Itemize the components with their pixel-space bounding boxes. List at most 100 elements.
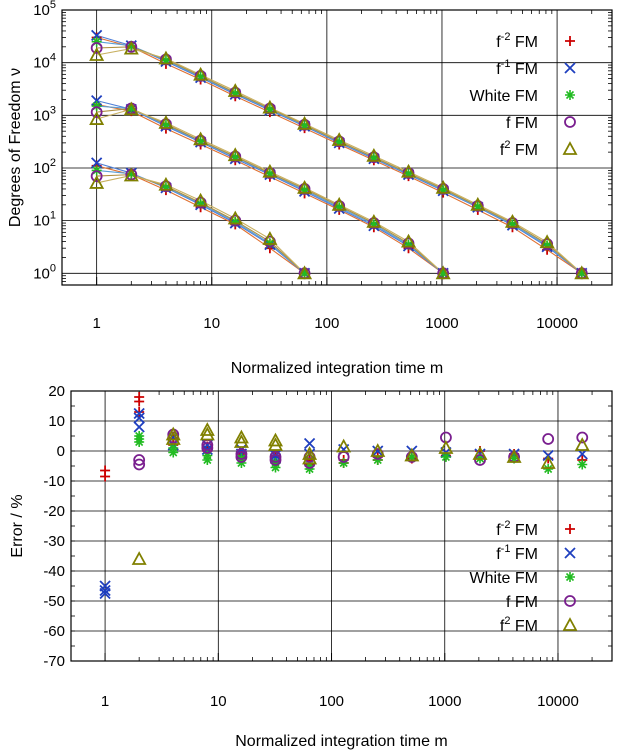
data-point xyxy=(435,265,451,280)
data-point xyxy=(372,445,384,457)
data-point xyxy=(195,71,206,82)
data-point xyxy=(267,437,284,451)
data-point xyxy=(91,101,102,112)
data-point xyxy=(372,455,383,465)
data-point xyxy=(160,53,172,66)
legend-label: f-2 FM xyxy=(496,519,538,539)
data-point xyxy=(404,447,420,462)
legend-label: f-1 FM xyxy=(496,543,538,563)
data-point xyxy=(193,131,209,146)
data-point xyxy=(438,185,449,196)
data-point xyxy=(99,587,111,600)
data-point xyxy=(403,168,414,179)
data-point xyxy=(540,455,556,469)
series-line xyxy=(96,36,583,274)
series-line xyxy=(96,162,305,274)
legend-marker xyxy=(562,617,578,631)
legend-label: f FM xyxy=(506,115,538,132)
x-tick-label: 100 xyxy=(319,693,344,710)
data-point xyxy=(299,120,310,131)
minor-ticks xyxy=(62,10,612,286)
x-tick-label: 1 xyxy=(92,315,100,332)
y-tick-label: -40 xyxy=(43,563,65,580)
data-point xyxy=(230,88,241,99)
y-tick-label: -50 xyxy=(43,593,65,610)
data-point xyxy=(270,462,281,473)
y-tick-label: 100 xyxy=(33,262,56,282)
data-point xyxy=(123,40,139,55)
data-point xyxy=(195,136,206,147)
data-point xyxy=(236,458,247,468)
data-point xyxy=(99,584,111,597)
data-point xyxy=(160,55,171,66)
data-point xyxy=(542,240,553,251)
legend-marker xyxy=(564,595,576,607)
data-point xyxy=(133,407,145,420)
data-point xyxy=(304,464,315,474)
data-point xyxy=(264,168,275,179)
legend-label: f FM xyxy=(506,594,538,611)
data-point xyxy=(334,202,345,213)
data-point xyxy=(233,434,249,448)
data-point xyxy=(262,231,278,245)
legend-marker xyxy=(564,547,576,559)
plot-frame xyxy=(61,9,613,286)
legend-marker xyxy=(565,36,575,46)
data-point xyxy=(262,163,278,178)
data-point xyxy=(576,268,587,279)
data-point xyxy=(471,200,484,212)
data-point xyxy=(134,437,145,447)
data-point xyxy=(403,239,414,250)
data-point xyxy=(435,179,451,194)
data-point xyxy=(193,192,209,207)
y-tick-label: -10 xyxy=(43,473,65,490)
data-point xyxy=(298,118,311,131)
error-chart: 1 10 100 1000 1000020100-10-20-30-40-50-60-7… xyxy=(9,383,613,750)
data-point xyxy=(297,115,313,130)
series-2 xyxy=(134,431,588,474)
data-point xyxy=(506,449,522,463)
x-tick-label: 10000 xyxy=(536,315,578,332)
data-point xyxy=(165,426,181,441)
data-point xyxy=(133,458,146,471)
data-point xyxy=(195,198,206,209)
data-point xyxy=(302,446,318,460)
y-tick-label: -30 xyxy=(43,533,65,550)
data-point xyxy=(133,421,145,433)
x-axis-label: Normalized integration time m xyxy=(235,733,448,750)
y-tick-label: 104 xyxy=(33,52,56,72)
data-point xyxy=(126,168,137,179)
data-point xyxy=(367,217,380,229)
data-point xyxy=(89,47,105,61)
legend-marker xyxy=(565,572,575,582)
data-point xyxy=(543,464,554,474)
data-point xyxy=(334,137,345,148)
data-point xyxy=(158,114,174,129)
data-point xyxy=(199,422,215,436)
y-tick-label: 105 xyxy=(33,0,56,19)
data-point xyxy=(264,104,275,115)
y-axis-label: Error / % xyxy=(9,494,26,557)
legend-label: White FM xyxy=(470,570,538,587)
legend-label: f2 FM xyxy=(500,615,538,635)
data-point xyxy=(194,70,207,82)
data-point xyxy=(333,200,346,212)
series-line xyxy=(96,41,583,274)
data-point xyxy=(123,101,139,116)
data-point xyxy=(504,213,520,228)
data-point xyxy=(437,183,450,195)
data-point xyxy=(509,453,520,464)
data-point xyxy=(297,265,313,280)
data-point xyxy=(230,216,241,227)
data-point xyxy=(366,147,382,162)
data-point xyxy=(472,446,488,460)
data-point xyxy=(227,83,243,97)
data-point xyxy=(303,437,316,450)
data-point xyxy=(165,431,181,445)
data-point xyxy=(539,234,555,249)
data-point xyxy=(299,268,310,279)
data-point xyxy=(297,179,313,194)
plot-frame xyxy=(70,390,613,662)
data-point xyxy=(91,95,103,107)
